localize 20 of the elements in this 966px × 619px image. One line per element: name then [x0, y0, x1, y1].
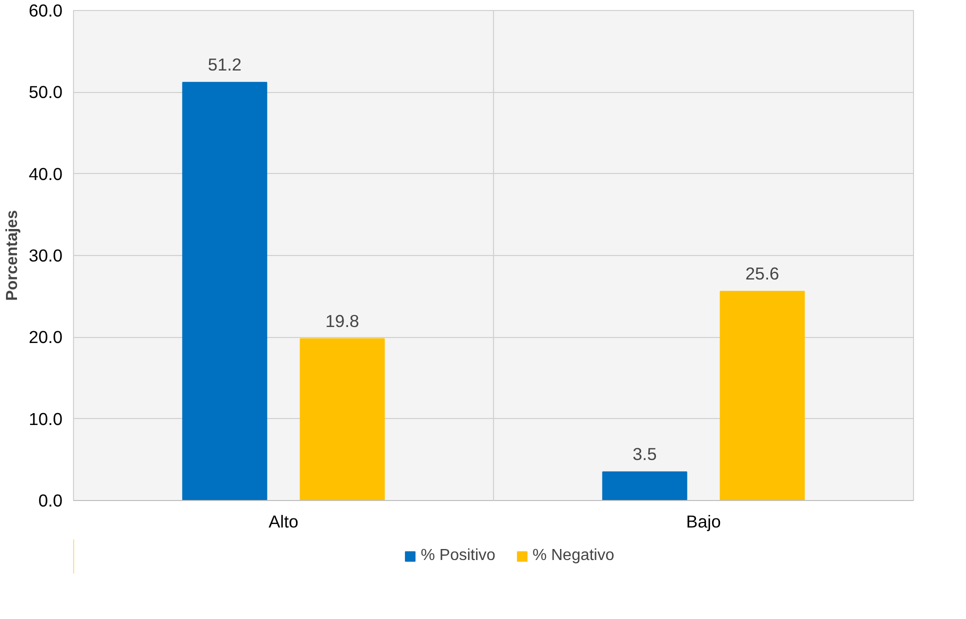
y-tick-label: 10.0	[28, 408, 63, 429]
data-label: 25.6	[745, 263, 780, 284]
x-tick-label: Bajo	[686, 512, 721, 532]
y-axis-title: Porcentajes	[4, 210, 21, 301]
data-label: 3.5	[632, 444, 657, 464]
data-label: 19.8	[325, 310, 360, 331]
legend-label: % Positivo	[420, 547, 496, 565]
bar	[300, 338, 385, 500]
y-tick-label: 40.0	[28, 164, 63, 184]
bar	[182, 82, 268, 500]
y-tick-label: 0.0	[38, 490, 63, 510]
y-tick-label: 30.0	[28, 246, 63, 266]
data-label: 51.2	[208, 54, 242, 74]
legend-label: % Negativo	[532, 547, 614, 565]
bar	[602, 471, 688, 500]
bar	[720, 290, 805, 500]
y-tick-label: 20.0	[28, 327, 63, 348]
y-tick-label: 50.0	[28, 82, 63, 102]
y-tick-label: 60.0	[28, 0, 63, 20]
x-tick-label: Alto	[268, 512, 298, 532]
